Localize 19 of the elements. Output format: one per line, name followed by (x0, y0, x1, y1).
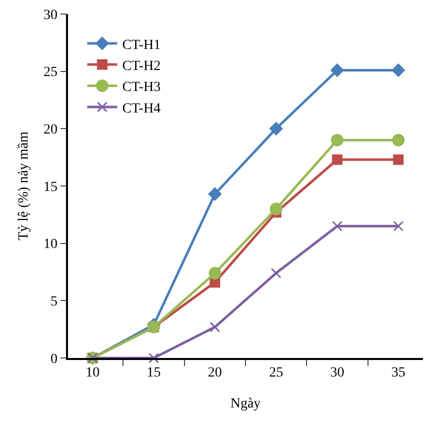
y-tick-label: 10 (43, 237, 58, 252)
legend-label: CT-H3 (122, 80, 161, 96)
y-tick-label: 30 (43, 8, 58, 23)
x-tick-label: 35 (391, 366, 406, 381)
x-tick-label: 20 (208, 366, 222, 381)
y-tick-label: 0 (50, 352, 58, 367)
y-tick-label: 5 (50, 294, 58, 310)
legend-label: CT-H4 (122, 101, 161, 116)
legend-label: CT-H1 (122, 38, 161, 53)
y-tick-label: 15 (43, 180, 58, 195)
x-tick-label: 30 (330, 366, 344, 381)
y-axis-title: Tỷ lệ (%) nảy mầm (16, 131, 32, 240)
x-tick-label: 10 (86, 366, 100, 381)
y-tick-label: 20 (43, 122, 58, 138)
legend-label: CT-H2 (122, 59, 161, 74)
x-tick-label: 25 (269, 366, 284, 381)
y-tick-label: 25 (43, 65, 58, 80)
x-tick-label: 15 (146, 366, 161, 381)
x-axis-title: Ngày (230, 396, 261, 412)
